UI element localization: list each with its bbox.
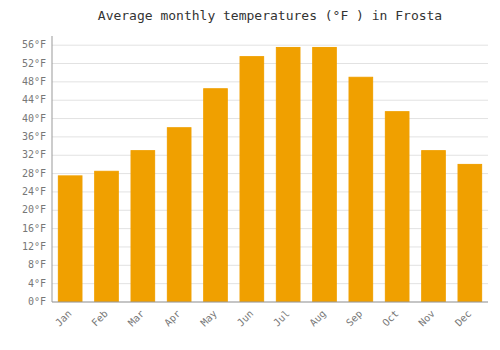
bar	[385, 112, 409, 302]
y-tick-label: 8°F	[28, 259, 46, 270]
x-tick-label: Aug	[307, 308, 328, 329]
y-tick-label: 40°F	[22, 113, 46, 124]
y-tick-label: 16°F	[22, 223, 46, 234]
y-tick-label: 12°F	[22, 241, 46, 252]
x-axis-line	[52, 302, 488, 303]
title: Average monthly temperatures (°F ) in Fr…	[98, 8, 442, 23]
bar	[422, 151, 446, 302]
bar	[131, 151, 155, 302]
grid-line	[52, 63, 488, 64]
x-tick-labels: Jan Feb Mar Apr May Jun Jul Aug Sep Oct Nov Dec	[53, 308, 473, 329]
x-tick-label: Jun	[235, 308, 256, 329]
y-tick-label: 52°F	[22, 58, 46, 69]
bar	[58, 176, 82, 302]
x-tick-label: Dec	[453, 308, 474, 329]
bar	[458, 164, 482, 302]
y-tick-label: 56°F	[22, 39, 46, 50]
grid-line	[52, 302, 488, 303]
x-tick-label: Jan	[53, 308, 74, 329]
bar	[349, 77, 373, 302]
y-tick-label: 44°F	[22, 94, 46, 105]
x-tick-label: Apr	[162, 308, 183, 329]
y-tick-label: 28°F	[22, 168, 46, 179]
bar	[240, 57, 264, 302]
grid-line	[52, 136, 488, 137]
y-tick-label: 36°F	[22, 131, 46, 142]
x-tick-label: Jul	[271, 308, 292, 329]
bar	[313, 47, 337, 302]
bar	[167, 128, 191, 302]
grid-line	[52, 81, 488, 82]
grid-line	[52, 118, 488, 119]
y-tick-labels: 0°F 4°F 8°F 12°F 16°F 20°F 24°F 28°F 32°F 36°F 40°…	[22, 39, 46, 307]
x-tick-label: Feb	[89, 308, 110, 329]
grid-line	[52, 45, 488, 46]
chart: Average monthly temperatures (°F ) in Fr…	[0, 0, 500, 350]
x-tick-label: May	[198, 308, 219, 329]
bars	[58, 47, 481, 302]
y-axis-line	[52, 36, 53, 302]
x-tick-label: Sep	[344, 308, 365, 329]
y-tick-label: 48°F	[22, 76, 46, 87]
y-tick-label: 4°F	[28, 278, 46, 289]
y-tick-label: 0°F	[28, 296, 46, 307]
y-tick-label: 24°F	[22, 186, 46, 197]
bar	[276, 47, 300, 302]
bar	[204, 89, 228, 302]
y-tick-label: 20°F	[22, 204, 46, 215]
x-tick-label: Nov	[416, 308, 437, 329]
y-tick-label: 32°F	[22, 149, 46, 160]
bar	[95, 171, 119, 302]
grid	[52, 45, 488, 302]
x-tick-label: Oct	[380, 308, 401, 329]
x-tick-label: Mar	[126, 308, 147, 329]
grid-line	[52, 100, 488, 101]
